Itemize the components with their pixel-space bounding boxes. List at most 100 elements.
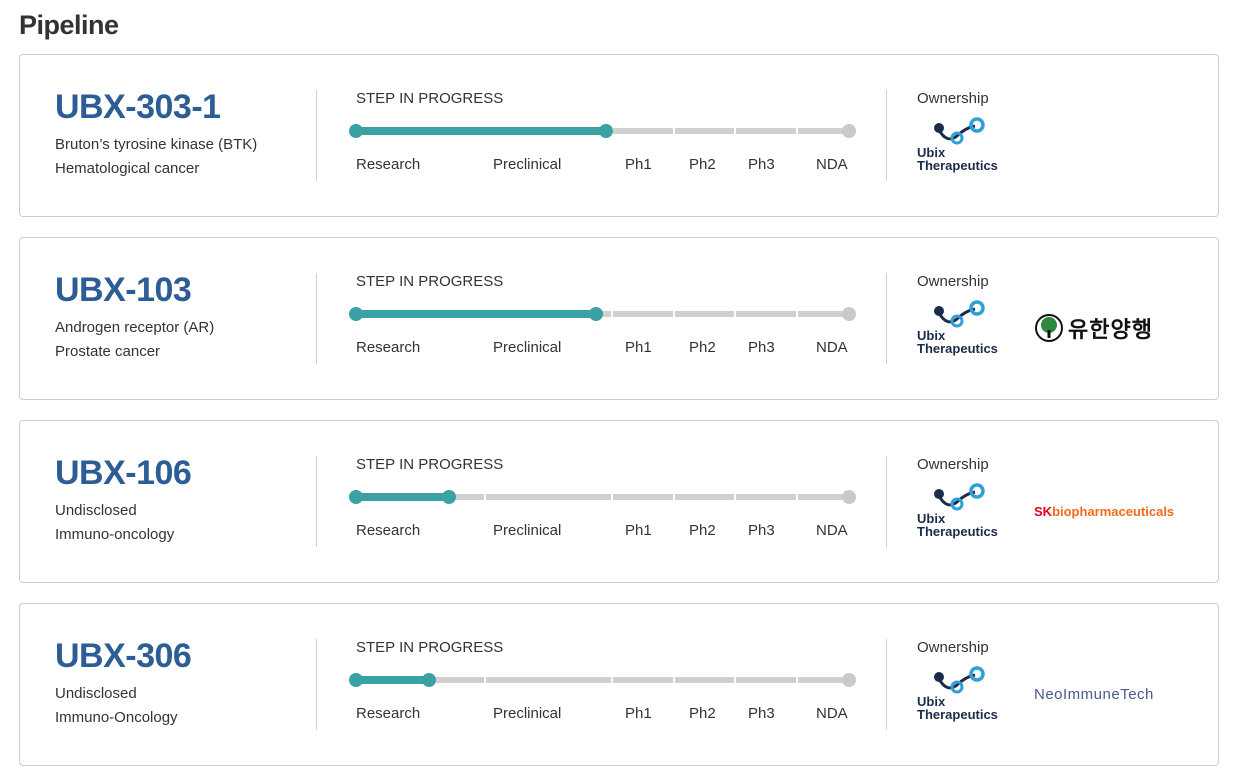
progress-track [349, 124, 856, 138]
track-segment [613, 311, 673, 317]
progress-start-dot [349, 490, 363, 504]
ubix-logo-line1: Ubix [917, 511, 946, 526]
program-target: Undisclosed [55, 502, 137, 519]
divider [316, 90, 317, 181]
progress-end-dot [842, 124, 856, 138]
ubix-therapeutics-logo: Ubix Therapeutics [917, 300, 1017, 358]
track-segment [675, 494, 734, 500]
ubix-therapeutics-logo: Ubix Therapeutics [917, 666, 1017, 724]
track-segment [613, 494, 673, 500]
progress-fill [356, 127, 606, 135]
ubix-logo-line1: Ubix [917, 694, 946, 709]
progress-section: STEP IN PROGRESS Research Preclinical Ph1 Ph… [349, 90, 856, 190]
ubix-mark-icon [934, 300, 985, 328]
progress-current-dot [422, 673, 436, 687]
ubix-logo-line1: Ubix [917, 145, 946, 160]
program-description: Undisclosed Immuno-oncology [55, 499, 315, 547]
ubix-logo-line1: Ubix [917, 328, 946, 343]
track-segment [486, 677, 611, 683]
program-description: Androgen receptor (AR) Prostate cancer [55, 316, 315, 364]
divider [886, 456, 887, 547]
ownership-label: Ownership [917, 456, 989, 473]
divider [316, 456, 317, 547]
pipeline-card: UBX-303-1 Bruton’s tyrosine kinase (BTK) H… [19, 54, 1219, 217]
ubix-logo-text: Ubix Therapeutics [917, 329, 998, 355]
track-segment [613, 128, 673, 134]
stage-label-nda: NDA [816, 156, 848, 173]
ubix-logo-text: Ubix Therapeutics [917, 146, 998, 172]
divider [316, 639, 317, 730]
progress-end-dot [842, 673, 856, 687]
ownership-label: Ownership [917, 639, 989, 656]
ubix-logo-text: Ubix Therapeutics [917, 512, 998, 538]
program-info: UBX-106 Undisclosed Immuno-oncology [55, 451, 315, 547]
stage-label-preclinical: Preclinical [493, 522, 562, 539]
pipeline-card: UBX-306 Undisclosed Immuno-Oncology STEP IN… [19, 603, 1219, 766]
pipeline-card: UBX-103 Androgen receptor (AR) Prostate ca… [19, 237, 1219, 400]
program-code: UBX-306 [55, 637, 192, 675]
ubix-therapeutics-logo: Ubix Therapeutics [917, 483, 1017, 541]
ownership-section: Ownership Ubix Therapeutics SK biopharmaceut… [917, 456, 1207, 556]
progress-fill [356, 493, 449, 501]
stage-label-preclinical: Preclinical [493, 156, 562, 173]
program-code: UBX-303-1 [55, 88, 221, 126]
ubix-mark-icon [934, 483, 985, 511]
stage-label-research: Research [356, 156, 421, 173]
track-segment [675, 128, 734, 134]
stage-label-preclinical: Preclinical [493, 339, 562, 356]
neoimmunetech-logo-text: NeoImmuneTech [1034, 685, 1154, 703]
partner-logo-neo: NeoImmuneTech [1034, 679, 1154, 709]
stage-label-ph1: Ph1 [625, 339, 652, 356]
ubix-logo-line2: Therapeutics [917, 341, 998, 356]
yuhan-tree-icon [1035, 314, 1063, 342]
progress-fill [356, 676, 429, 684]
pipeline-card: UBX-106 Undisclosed Immuno-oncology STEP IN… [19, 420, 1219, 583]
page-title: Pipeline [19, 10, 119, 40]
track-segment [675, 311, 734, 317]
track-segment [736, 677, 796, 683]
stage-label-ph1: Ph1 [625, 156, 652, 173]
stage-label-ph1: Ph1 [625, 522, 652, 539]
step-in-progress-label: STEP IN PROGRESS [356, 273, 504, 290]
progress-start-dot [349, 124, 363, 138]
stage-label-research: Research [356, 339, 421, 356]
progress-end-dot [842, 307, 856, 321]
ubix-logo-text: Ubix Therapeutics [917, 695, 998, 721]
ownership-section: Ownership Ubix Therapeutics NeoImmuneTech [917, 639, 1207, 739]
yuhan-logo-text: 유한양행 [1068, 318, 1153, 343]
track-segment [736, 128, 796, 134]
program-code: UBX-103 [55, 271, 192, 309]
progress-section: STEP IN PROGRESS Research Preclinical Ph1 Ph… [349, 639, 856, 739]
step-in-progress-label: STEP IN PROGRESS [356, 639, 504, 656]
program-indication: Prostate cancer [55, 343, 161, 360]
progress-section: STEP IN PROGRESS Research Preclinical Ph1 Ph… [349, 273, 856, 373]
stage-label-ph2: Ph2 [689, 522, 716, 539]
ubix-logo-line2: Therapeutics [917, 524, 998, 539]
ubix-mark-icon [934, 117, 985, 145]
stage-label-ph1: Ph1 [625, 705, 652, 722]
stage-label-preclinical: Preclinical [493, 705, 562, 722]
progress-track [349, 307, 856, 321]
stage-label-nda: NDA [816, 339, 848, 356]
stage-label-research: Research [356, 705, 421, 722]
program-target: Bruton’s tyrosine kinase (BTK) [55, 136, 258, 153]
ownership-label: Ownership [917, 90, 989, 107]
stage-label-nda: NDA [816, 705, 848, 722]
stage-label-ph2: Ph2 [689, 339, 716, 356]
program-indication: Immuno-Oncology [55, 709, 178, 726]
stage-label-ph2: Ph2 [689, 156, 716, 173]
program-info: UBX-103 Androgen receptor (AR) Prostate ca… [55, 268, 315, 364]
ownership-section: Ownership Ubix Therapeutics [917, 90, 1207, 190]
program-target: Undisclosed [55, 685, 137, 702]
track-segment [736, 494, 796, 500]
ubix-mark-icon [934, 666, 985, 694]
stage-label-ph3: Ph3 [748, 522, 775, 539]
stage-label-ph2: Ph2 [689, 705, 716, 722]
ubix-logo-line2: Therapeutics [917, 707, 998, 722]
program-code: UBX-106 [55, 454, 192, 492]
stage-label-ph3: Ph3 [748, 156, 775, 173]
track-segment [798, 494, 850, 500]
divider [886, 273, 887, 364]
ubix-logo-line2: Therapeutics [917, 158, 998, 173]
divider [886, 639, 887, 730]
